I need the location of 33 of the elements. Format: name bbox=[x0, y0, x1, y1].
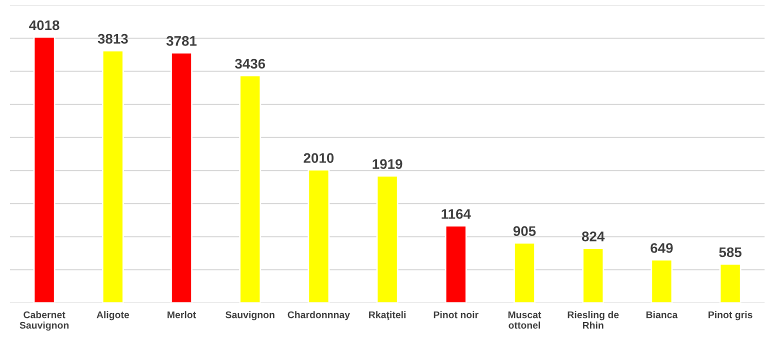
x-tick-label: Aligote bbox=[96, 311, 130, 320]
bar bbox=[376, 175, 398, 303]
x-tick-label: Pinot gris bbox=[708, 311, 752, 320]
bar bbox=[650, 259, 673, 303]
x-tick-label: Pinot noir bbox=[434, 311, 478, 318]
data-label: 1919 bbox=[372, 159, 402, 169]
bar bbox=[170, 52, 192, 303]
data-label: 585 bbox=[719, 247, 742, 258]
x-tick-label: Merlot bbox=[168, 311, 196, 318]
bar bbox=[33, 36, 56, 303]
x-tick-label: Rkaţiteli bbox=[369, 311, 406, 320]
data-label: 3813 bbox=[98, 34, 128, 44]
x-tick-label: Sauvignon bbox=[226, 311, 274, 320]
x-tick-label: Chardonnnay bbox=[288, 311, 350, 320]
bar bbox=[719, 263, 742, 303]
data-label: 3781 bbox=[166, 36, 197, 46]
bar bbox=[239, 74, 262, 303]
x-tick-label: Muscat ottonel bbox=[508, 311, 542, 329]
data-label: 4018 bbox=[29, 20, 60, 30]
bar bbox=[308, 169, 330, 303]
bar bbox=[514, 242, 536, 303]
data-label: 2010 bbox=[304, 153, 334, 163]
x-tick-label: Riesling de Rhin bbox=[568, 311, 619, 329]
data-label: 905 bbox=[513, 226, 536, 236]
data-label: 649 bbox=[650, 243, 673, 253]
x-tick-label: Bianca bbox=[646, 311, 678, 318]
data-label: 3436 bbox=[234, 58, 266, 69]
bar bbox=[444, 225, 467, 303]
bar bbox=[582, 248, 604, 303]
bar bbox=[102, 50, 124, 303]
data-label: 824 bbox=[582, 232, 605, 242]
x-tick-label: Cabernet Sauvignon bbox=[20, 311, 69, 331]
data-label: 1164 bbox=[442, 209, 471, 219]
